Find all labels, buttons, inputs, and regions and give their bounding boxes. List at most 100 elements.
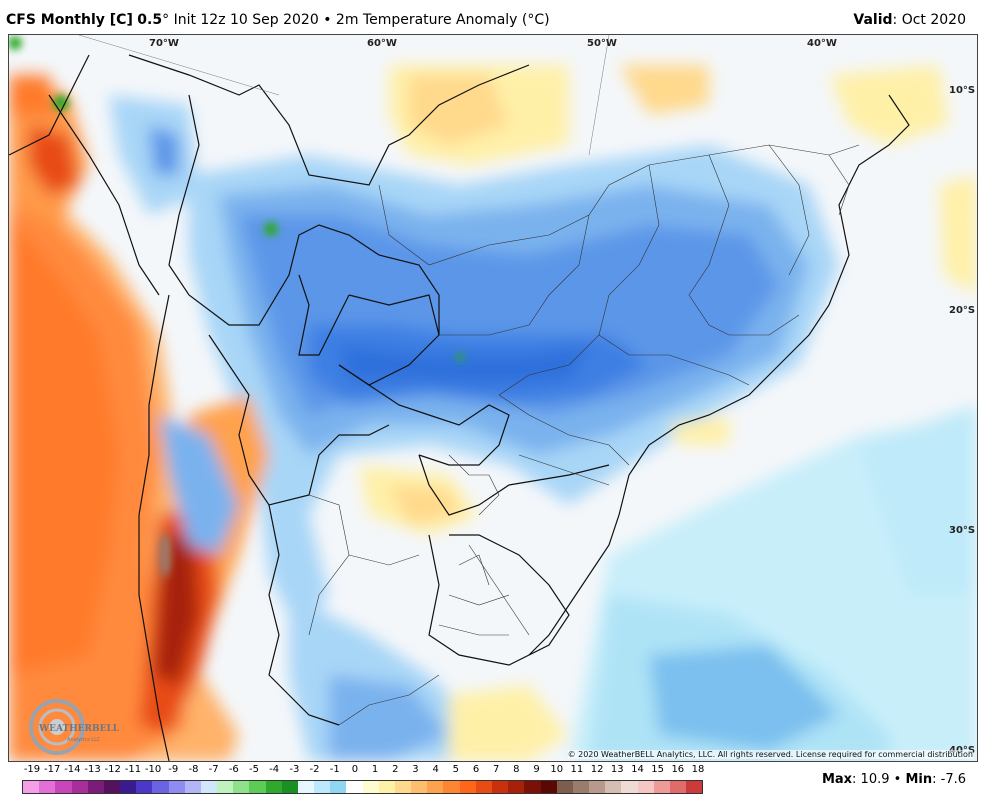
legend-tick-label: 3 <box>412 764 419 775</box>
legend-tick-label: 8 <box>513 764 520 775</box>
legend-tick-label: 18 <box>691 764 705 775</box>
legend-swatch <box>459 781 476 793</box>
legend-swatch <box>540 781 557 793</box>
stats-separator: • <box>889 772 906 787</box>
legend-tick-label: -17 <box>44 764 61 775</box>
legend-swatch <box>508 781 525 793</box>
legend-swatch <box>427 781 444 793</box>
legend-swatch <box>411 781 428 793</box>
legend-tick-label: -1 <box>329 764 340 775</box>
legend-tick-label: 9 <box>533 764 540 775</box>
logo-subtext: Analytics LLC <box>67 737 101 743</box>
legend-tick-label: 15 <box>651 764 664 775</box>
legend-swatch <box>281 781 298 793</box>
legend-tick-label: -10 <box>144 764 162 775</box>
legend-swatch <box>265 781 282 793</box>
legend-swatch <box>168 781 185 793</box>
legend-swatch <box>621 781 638 793</box>
lon-label: 40°W <box>807 38 837 49</box>
legend-swatch <box>39 781 56 793</box>
title-bullet: • <box>323 12 332 28</box>
resolution: 0.5 <box>137 12 163 28</box>
max-min-stats: Max: 10.9 • Min: -7.6 <box>822 772 966 787</box>
legend-tick-label: -6 <box>228 764 239 775</box>
legend-swatch <box>297 781 315 793</box>
legend-tick-label: 16 <box>671 764 685 775</box>
degree-symbol: ° <box>162 12 170 28</box>
legend-tick-label: -4 <box>269 764 280 775</box>
legend-tick-label: -13 <box>84 764 101 775</box>
legend-swatch <box>475 781 492 793</box>
min-label: Min <box>905 772 933 787</box>
legend-swatch <box>605 781 622 793</box>
legend-swatch <box>556 781 573 793</box>
legend-swatch <box>55 781 72 793</box>
legend-tick-label: -12 <box>104 764 121 775</box>
lon-label: 50°W <box>587 38 617 49</box>
legend-tick-label: 0 <box>351 764 359 775</box>
legend-swatch <box>152 781 169 793</box>
legend-tick-label: 14 <box>631 764 644 775</box>
legend-swatch <box>394 781 412 793</box>
legend-tick-label: -5 <box>249 764 259 775</box>
lon-label: 60°W <box>367 38 397 49</box>
lon-label: 70°W <box>149 38 179 49</box>
legend-swatch <box>653 781 670 793</box>
legend-tick-label: -3 <box>289 764 300 775</box>
legend-tick-label: 7 <box>492 764 500 775</box>
legend-swatch <box>184 781 201 793</box>
legend-swatch <box>443 781 460 793</box>
color-legend <box>22 780 703 794</box>
max-label: Max <box>821 772 853 787</box>
legend-swatch <box>330 781 347 793</box>
legend-swatch <box>572 781 590 793</box>
max-value: : 10.9 <box>852 772 890 787</box>
legend-tick-label: -2 <box>309 764 320 775</box>
map-canvas <box>9 35 977 761</box>
legend-tick-label: -14 <box>64 764 81 775</box>
legend-tick-label: 1 <box>371 764 379 775</box>
green-anomaly-spots <box>9 36 464 577</box>
legend-swatch <box>217 781 234 793</box>
legend-tick-label: 6 <box>472 764 480 775</box>
legend-swatch <box>686 781 703 793</box>
init-time: Init 12z 10 Sep 2020 <box>173 12 319 28</box>
legend-swatch <box>87 781 104 793</box>
legend-tick-labels: -19 -17 -14 -13 -12 -11 -10 -9 -8 -7 -6 -5 -4 -3 -2 -1 0… <box>22 764 705 778</box>
legend-swatch <box>637 781 654 793</box>
legend-swatch <box>71 781 88 793</box>
legend-swatch <box>378 781 395 793</box>
weatherbell-logo: WEATHERBELL Analytics LLC <box>27 697 120 761</box>
anomaly-map: 70°W 60°W 50°W 40°W 10°S 20°S 30°S 40°S … <box>8 34 978 762</box>
legend-tick-label: 2 <box>392 764 399 775</box>
legend-swatch <box>120 781 137 793</box>
legend-swatch <box>524 781 541 793</box>
legend-swatch <box>669 781 687 793</box>
legend-swatch <box>346 781 363 793</box>
country-borders <box>9 54 910 761</box>
legend-tick-label: -11 <box>124 764 142 775</box>
legend-swatch <box>589 781 606 793</box>
legend-tick-label: -7 <box>208 764 219 775</box>
model-name: CFS Monthly [C] <box>6 12 133 28</box>
field-name: 2m Temperature Anomaly (°C) <box>335 12 550 28</box>
legend-tick-label: -8 <box>188 764 199 775</box>
lat-label: 10°S <box>949 85 976 96</box>
legend-swatch <box>103 781 121 793</box>
lat-label: 30°S <box>949 525 976 536</box>
logo-text: WEATHERBELL <box>38 724 119 734</box>
legend-tick-label: 12 <box>590 764 604 775</box>
lat-label: 20°S <box>949 305 976 316</box>
legend-swatch <box>314 781 331 793</box>
legend-swatch <box>233 781 250 793</box>
state-borders <box>308 144 860 726</box>
valid-date: Valid: Oct 2020 <box>853 12 966 28</box>
map-title: CFS Monthly [C] 0.5° Init 12z 10 Sep 202… <box>6 12 550 28</box>
legend-tick-label: 10 <box>550 764 564 775</box>
graticule <box>78 35 610 156</box>
anomaly-shading <box>9 65 977 761</box>
legend-swatch <box>23 781 40 793</box>
legend-tick-label: 4 <box>432 764 439 775</box>
legend-swatch <box>200 781 218 793</box>
legend-swatch <box>249 781 266 793</box>
